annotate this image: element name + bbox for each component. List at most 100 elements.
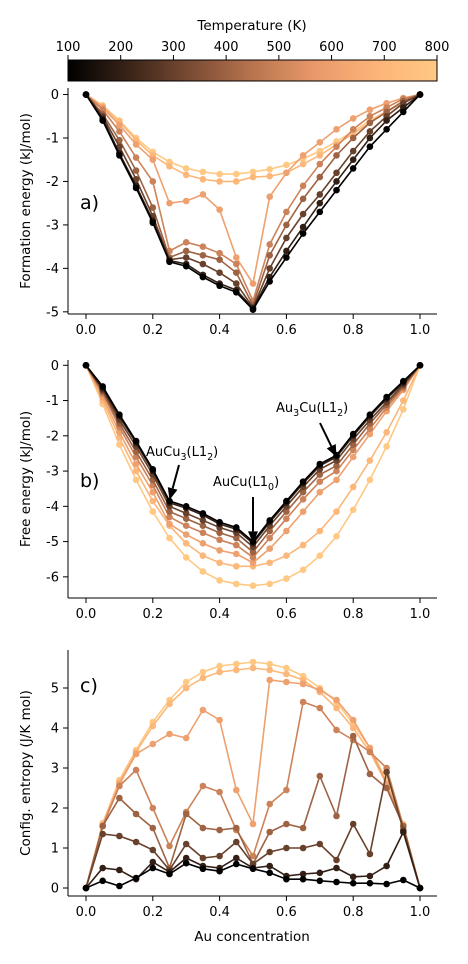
data-point <box>316 173 324 181</box>
y-tick-label: 0 <box>51 88 59 103</box>
data-point <box>299 210 307 218</box>
data-point <box>266 265 274 272</box>
panel-label: c) <box>80 675 98 697</box>
y-tick-label: -4 <box>46 262 59 277</box>
x-tick-label: 1.0 <box>410 323 431 338</box>
annotation-label: AuCu(L10) <box>213 475 279 493</box>
data-point <box>199 854 207 862</box>
data-point <box>233 269 240 277</box>
data-point <box>299 698 307 706</box>
data-point <box>199 865 207 873</box>
data-point <box>266 252 274 259</box>
data-point <box>299 488 307 496</box>
annotation-arrow-shaft <box>171 464 180 489</box>
data-point <box>266 580 274 588</box>
data-point <box>400 876 407 884</box>
x-tick-label: 0.0 <box>76 607 97 622</box>
x-tick-label: 0.4 <box>209 607 230 622</box>
data-point <box>199 175 207 183</box>
data-point <box>316 191 324 198</box>
data-point <box>182 171 190 179</box>
data-point <box>316 704 324 712</box>
data-point <box>233 178 240 185</box>
data-point <box>216 282 223 290</box>
data-point <box>349 430 357 438</box>
data-point <box>283 161 290 169</box>
data-point <box>182 734 190 742</box>
x-tick-label: 0.2 <box>142 905 163 920</box>
y-axis-label: Free energy (kJ/mol) <box>18 411 34 547</box>
data-point <box>199 510 207 517</box>
data-point <box>333 856 340 864</box>
data-point <box>366 119 374 127</box>
data-point <box>249 658 257 666</box>
data-point <box>132 460 140 468</box>
data-point <box>349 879 357 887</box>
data-point <box>316 772 324 780</box>
data-point <box>116 128 123 135</box>
x-tick-label: 0.8 <box>343 323 364 338</box>
data-point <box>166 700 173 708</box>
data-point <box>182 515 190 522</box>
data-point <box>349 453 357 461</box>
data-point <box>233 854 240 862</box>
data-point <box>333 704 340 712</box>
data-point <box>299 508 307 515</box>
colorbar-tick-label: 700 <box>372 40 397 55</box>
data-point <box>266 517 274 524</box>
data-point <box>283 664 290 672</box>
data-point <box>166 513 173 521</box>
data-point <box>316 160 324 168</box>
data-point <box>199 243 207 250</box>
data-point <box>349 115 357 122</box>
data-point <box>416 361 424 369</box>
x-tick-label: 0.0 <box>76 905 97 920</box>
data-point <box>149 804 157 812</box>
data-point <box>149 219 157 227</box>
data-point <box>349 732 357 740</box>
data-point <box>116 794 123 802</box>
data-point <box>199 522 207 530</box>
data-point <box>249 582 257 589</box>
x-tick-label: 0.2 <box>142 323 163 338</box>
data-point <box>199 517 207 524</box>
data-point <box>216 178 223 185</box>
data-point <box>132 766 140 774</box>
data-point <box>233 534 240 542</box>
panel-a: 0 -1 -2 -3 -4 -5 0.0 0.2 0.4 0.6 0.8 1.0 Formation e… <box>18 88 437 338</box>
data-point <box>199 260 207 268</box>
data-point <box>233 660 240 668</box>
data-point <box>383 768 390 776</box>
annotation-label: AuCu3(L12) <box>146 445 218 463</box>
data-point <box>216 788 223 796</box>
data-point <box>199 706 207 714</box>
data-point <box>249 548 257 556</box>
data-point <box>333 864 340 872</box>
data-point <box>366 872 374 880</box>
x-axis-label: Au concentration <box>194 929 310 945</box>
data-point <box>233 541 240 549</box>
data-point <box>316 869 324 877</box>
series-T100 <box>82 859 424 892</box>
data-point <box>233 170 240 178</box>
data-point <box>116 832 123 840</box>
data-point <box>166 258 173 266</box>
data-point <box>333 476 340 484</box>
y-tick-label: -5 <box>46 305 59 320</box>
data-point <box>266 278 274 285</box>
data-point <box>316 527 324 535</box>
colorbar-tick-label: 800 <box>425 40 450 55</box>
data-point <box>216 269 223 277</box>
data-point <box>349 716 357 724</box>
y-tick-label: -4 <box>46 500 59 515</box>
data-point <box>416 884 424 892</box>
panel-c: 0 1 2 3 4 5 0.0 0.2 0.4 0.6 0.8 1.0 Config. entropy … <box>18 650 437 920</box>
data-point <box>132 810 140 818</box>
data-point <box>316 460 324 468</box>
x-tick-label: 0.0 <box>76 323 97 338</box>
data-point <box>216 536 223 544</box>
annotation: AuCu3(L12) <box>146 445 218 500</box>
y-tick-label: -2 <box>46 429 59 444</box>
data-point <box>400 828 407 836</box>
y-axis-label: Formation energy (kJ/mol) <box>18 113 34 289</box>
